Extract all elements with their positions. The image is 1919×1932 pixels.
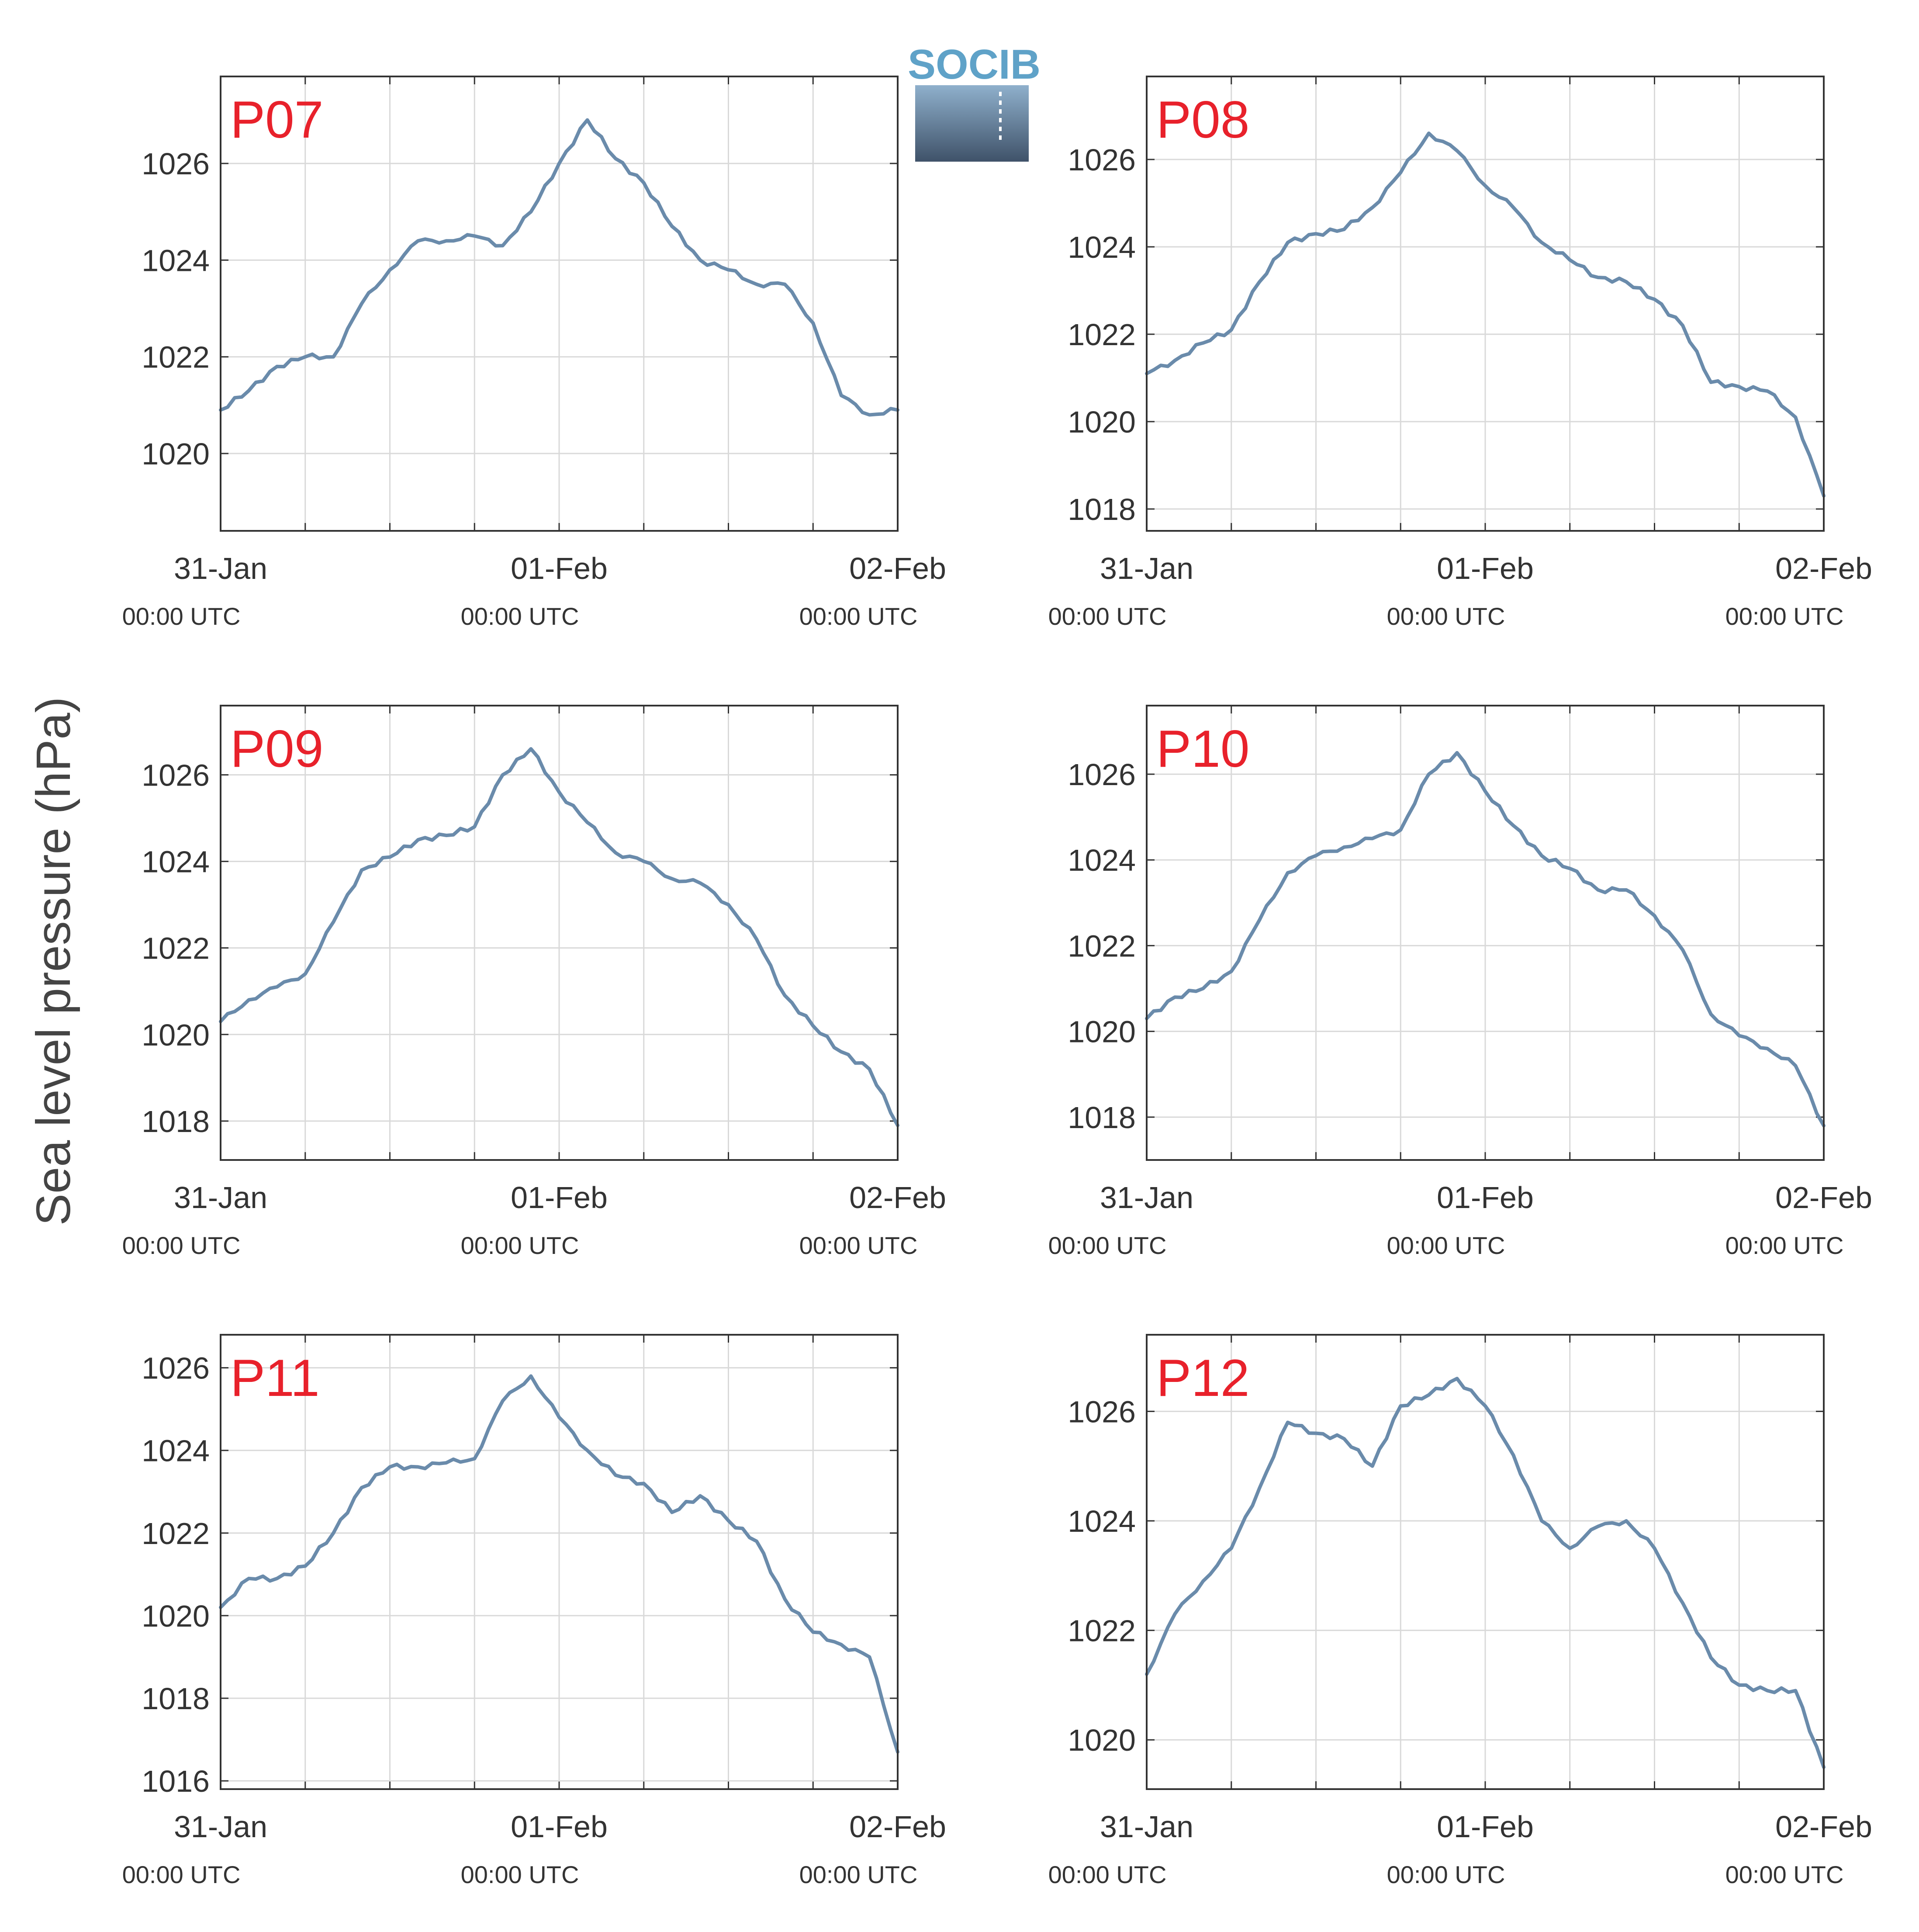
series-line: [1145, 751, 1826, 1128]
panel-P08: 1018 1020 1022 1024 1026 P08 31-Jan 00:00 UTC 01…: [1048, 76, 1872, 630]
x-tick-sublabel: 00:00 UTC: [122, 1861, 241, 1888]
y-tick-label: 1018: [142, 1682, 210, 1716]
y-tick-label: 1020: [1068, 405, 1136, 439]
y-tick-label: 1024: [1068, 1504, 1136, 1538]
x-tick-label: 02-Feb: [849, 551, 946, 585]
x-tick-sublabel: 00:00 UTC: [1048, 1232, 1167, 1259]
y-tick-label: 1020: [1068, 1723, 1136, 1757]
x-tick-sublabel: 00:00 UTC: [1725, 1232, 1844, 1259]
y-tick-label: 1022: [142, 340, 210, 374]
panel-label: P11: [230, 1349, 320, 1407]
y-tick-label: 1024: [142, 845, 210, 879]
x-tick-sublabel: 00:00 UTC: [1048, 1861, 1167, 1888]
x-tick-sublabel: 00:00 UTC: [799, 1232, 918, 1259]
y-tick-label: 1022: [1068, 1614, 1136, 1648]
x-tick-sublabel: 00:00 UTC: [122, 602, 241, 630]
panel-P07: 1020 1022 1024 1026 P07 31-Jan 00:00 UTC 01-Feb…: [122, 76, 946, 630]
x-tick-label: 31-Jan: [174, 551, 267, 585]
y-tick-label: 1026: [142, 758, 210, 792]
y-tick-label: 1018: [142, 1104, 210, 1139]
y-tick-label: 1024: [142, 1434, 210, 1468]
y-tick-label: 1020: [142, 437, 210, 471]
axes-frame: [220, 1334, 899, 1790]
x-tick-sublabel: 00:00 UTC: [461, 602, 579, 630]
x-tick-label: 01-Feb: [511, 551, 608, 585]
x-tick-label: 01-Feb: [511, 1810, 608, 1844]
panels: 1020 1022 1024 1026 P07 31-Jan 00:00 UTC 01-Feb…: [122, 76, 1872, 1888]
axes-frame: [1146, 1334, 1825, 1790]
series-line: [219, 118, 899, 417]
series-line: [1145, 1377, 1826, 1769]
y-tick-label: 1020: [1068, 1015, 1136, 1049]
logo-text: SOCIB: [908, 41, 1041, 88]
panel-P12: 1020 1022 1024 1026 P12 31-Jan 00:00 UTC 01-Feb…: [1048, 1334, 1872, 1888]
x-tick-label: 31-Jan: [174, 1181, 267, 1215]
y-tick-label: 1026: [1068, 143, 1136, 177]
y-tick-label: 1024: [1068, 230, 1136, 264]
axes-frame: [1146, 705, 1825, 1161]
panel-P11: 1016 1018 1020 1022 1024 1026 P11 31-Jan 00:00 U…: [122, 1334, 946, 1888]
x-tick-sublabel: 00:00 UTC: [461, 1232, 579, 1259]
y-tick-label: 1024: [142, 243, 210, 277]
series-line: [219, 1374, 899, 1754]
x-tick-label: 02-Feb: [849, 1810, 946, 1844]
x-tick-label: 01-Feb: [1437, 1810, 1534, 1844]
y-tick-label: 1018: [1068, 492, 1136, 526]
panel-P10: 1018 1020 1022 1024 1026 P10 31-Jan 00:00 UTC 01…: [1048, 705, 1872, 1259]
series-line: [1145, 132, 1826, 498]
y-tick-label: 1022: [1068, 929, 1136, 963]
x-tick-sublabel: 00:00 UTC: [1387, 1232, 1505, 1259]
x-tick-label: 31-Jan: [1100, 551, 1193, 585]
y-tick-label: 1022: [142, 931, 210, 966]
axes-frame: [220, 76, 899, 532]
y-tick-label: 1024: [1068, 843, 1136, 877]
y-tick-label: 1026: [1068, 758, 1136, 792]
axes-frame: [1146, 76, 1825, 532]
y-tick-label: 1026: [142, 1351, 210, 1385]
x-tick-sublabel: 00:00 UTC: [122, 1232, 241, 1259]
x-tick-sublabel: 00:00 UTC: [1725, 602, 1844, 630]
x-tick-label: 31-Jan: [1100, 1810, 1193, 1844]
y-tick-label: 1022: [1068, 318, 1136, 352]
panel-label: P10: [1156, 720, 1250, 778]
y-tick-label: 1020: [142, 1018, 210, 1052]
x-tick-label: 31-Jan: [1100, 1181, 1193, 1215]
x-tick-label: 02-Feb: [1775, 1181, 1872, 1215]
series-line: [219, 747, 899, 1127]
panel-label: P12: [1156, 1349, 1250, 1407]
y-tick-label: 1022: [142, 1517, 210, 1551]
x-tick-label: 02-Feb: [1775, 1810, 1872, 1844]
x-tick-label: 01-Feb: [511, 1181, 608, 1215]
x-tick-sublabel: 00:00 UTC: [1048, 602, 1167, 630]
y-axis-label: Sea level pressure (hPa): [27, 697, 80, 1226]
socib-logo: SOCIB: [908, 41, 1041, 162]
x-tick-label: 02-Feb: [849, 1181, 946, 1215]
y-tick-label: 1018: [1068, 1101, 1136, 1135]
y-tick-label: 1026: [142, 147, 210, 181]
x-tick-label: 02-Feb: [1775, 551, 1872, 585]
x-tick-sublabel: 00:00 UTC: [1725, 1861, 1844, 1888]
x-tick-label: 01-Feb: [1437, 551, 1534, 585]
y-tick-label: 1016: [142, 1764, 210, 1798]
y-tick-label: 1026: [1068, 1395, 1136, 1429]
x-tick-sublabel: 00:00 UTC: [1387, 1861, 1505, 1888]
x-tick-sublabel: 00:00 UTC: [799, 602, 918, 630]
x-tick-label: 31-Jan: [174, 1810, 267, 1844]
panel-label: P09: [230, 720, 324, 778]
x-tick-sublabel: 00:00 UTC: [461, 1861, 579, 1888]
y-tick-label: 1020: [142, 1599, 210, 1633]
axes-frame: [220, 705, 899, 1161]
panel-label: P07: [230, 90, 324, 149]
logo-block: [915, 85, 1029, 162]
panel-P09: 1018 1020 1022 1024 1026 P09 31-Jan 00:00 UTC 01…: [122, 705, 946, 1259]
x-tick-label: 01-Feb: [1437, 1181, 1534, 1215]
x-tick-sublabel: 00:00 UTC: [799, 1861, 918, 1888]
panel-label: P08: [1156, 90, 1250, 149]
x-tick-sublabel: 00:00 UTC: [1387, 602, 1505, 630]
